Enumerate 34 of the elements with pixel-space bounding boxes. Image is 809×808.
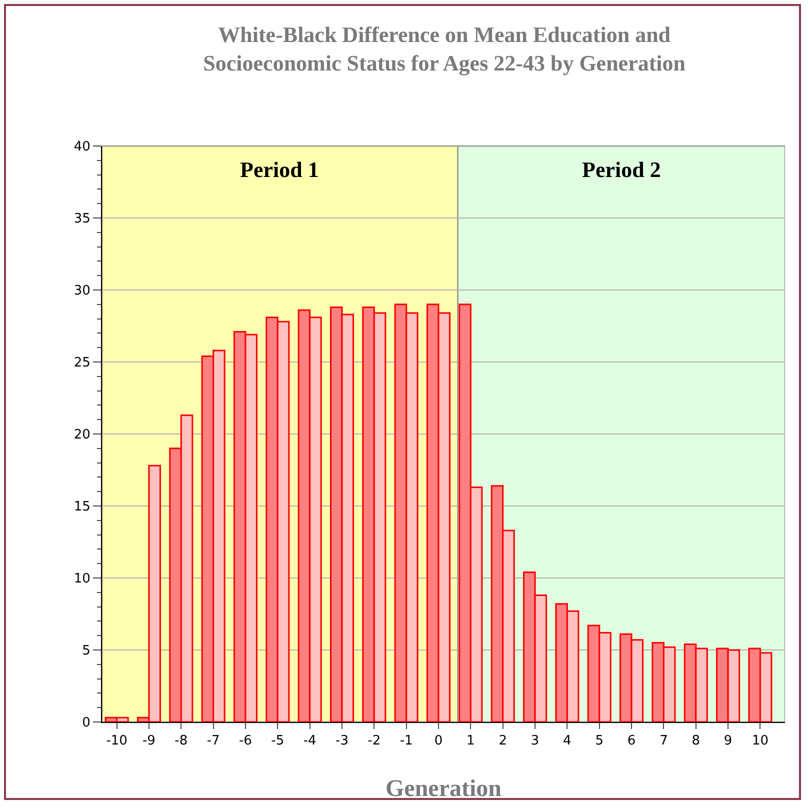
- x-axis-title: Generation: [386, 776, 502, 802]
- x-tick-label: -7: [206, 734, 220, 749]
- x-tick-label: -3: [336, 734, 348, 749]
- x-tick-label: 8: [692, 734, 700, 749]
- x-tick-label: -8: [174, 734, 188, 749]
- chart-title: White-Black Difference on Mean Education and Socioeconomic Status for Ages 22-43 by Generation: [203, 22, 686, 76]
- x-tick-label: 3: [530, 734, 540, 749]
- x-tick-label: -5: [271, 734, 284, 749]
- x-tick-label: -4: [303, 734, 316, 749]
- x-tick-label: 6: [627, 734, 636, 749]
- x-tick-label: 5: [595, 734, 604, 749]
- x-tick-label: -2: [368, 734, 381, 749]
- band-label: Period 2: [582, 157, 661, 182]
- y-tick-label: 0: [82, 716, 90, 731]
- x-tick-label: 1: [466, 734, 475, 749]
- x-tick-label: -1: [400, 734, 413, 749]
- x-tick-label: 7: [660, 734, 668, 749]
- y-tick-label: 10: [74, 572, 90, 587]
- x-tick-label: -9: [142, 734, 156, 749]
- x-tick-label: 4: [563, 734, 572, 749]
- y-tick-label: 40: [74, 140, 90, 155]
- y-tick-label: 20: [74, 428, 90, 443]
- y-tick-label: 5: [82, 644, 90, 659]
- x-tick-label: 10: [752, 734, 769, 749]
- band-label: Period 1: [240, 157, 319, 182]
- y-tick-label: 25: [74, 356, 90, 371]
- x-tick-label: 9: [724, 734, 732, 749]
- x-tick-label: -10: [106, 734, 128, 749]
- y-tick-label: 35: [74, 212, 90, 227]
- y-tick-label: 30: [74, 284, 90, 299]
- x-tick-label: 0: [434, 734, 443, 749]
- x-tick-label: 2: [498, 734, 507, 749]
- y-tick-label: 15: [74, 500, 90, 515]
- x-tick-label: -6: [238, 734, 252, 749]
